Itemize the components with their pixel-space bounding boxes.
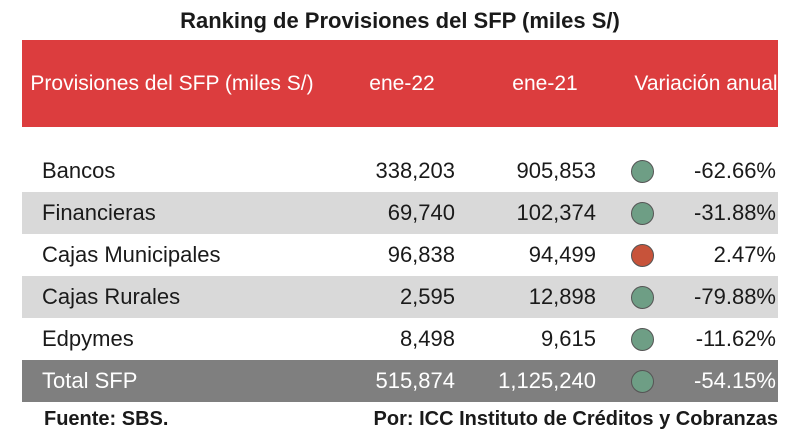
status-indicator-icon	[631, 370, 654, 393]
table-row-edpymes: Edpymes 8,498 9,615 -11.62%	[22, 318, 778, 360]
status-indicator-icon	[631, 160, 654, 183]
row-variation: 2.47%	[713, 242, 776, 267]
table-body: Bancos 338,203 905,853 -62.66% Financier…	[22, 150, 778, 402]
row-value-ene-22: 338,203	[375, 158, 455, 183]
row-variation: -54.15%	[694, 368, 776, 393]
row-variation: -31.88%	[694, 200, 776, 225]
row-value-ene-21: 12,898	[528, 284, 596, 309]
row-variation: -62.66%	[694, 158, 776, 183]
source-note: Fuente: SBS.	[44, 408, 169, 430]
row-value-ene-21: 1,125,240	[498, 368, 596, 393]
table-row-cajas-rurales: Cajas Rurales 2,595 12,898 -79.88%	[22, 276, 778, 318]
header-label: Provisiones del SFP (miles S/)	[30, 71, 314, 95]
row-label: Edpymes	[42, 326, 134, 351]
row-value-ene-21: 905,853	[516, 158, 596, 183]
table-row-financieras: Financieras 69,740 102,374 -31.88%	[22, 192, 778, 234]
row-value-ene-22: 96,838	[387, 242, 455, 267]
row-value-ene-22: 69,740	[387, 200, 455, 225]
row-label: Cajas Rurales	[42, 284, 181, 309]
row-value-ene-21: 102,374	[516, 200, 596, 225]
author-note: Por: ICC Instituto de Créditos y Cobranz…	[373, 408, 778, 430]
row-label: Cajas Municipales	[42, 242, 221, 267]
row-value-ene-22: 2,595	[399, 284, 455, 309]
table-row-cajas-municipales: Cajas Municipales 96,838 94,499 2.47%	[22, 234, 778, 276]
table-title: Ranking de Provisiones del SFP (miles S/…	[180, 8, 620, 33]
row-value-ene-21: 9,615	[540, 326, 596, 351]
table-row-total: Total SFP 515,874 1,125,240 -54.15%	[22, 360, 778, 402]
row-value-ene-22: 515,874	[375, 368, 455, 393]
row-label: Financieras	[42, 200, 156, 225]
status-indicator-icon	[631, 328, 654, 351]
table-header: Provisiones del SFP (miles S/) ene-22 en…	[22, 40, 778, 127]
table-row-bancos: Bancos 338,203 905,853 -62.66%	[22, 150, 778, 192]
header-ene-21: ene-21	[512, 71, 578, 95]
row-value-ene-22: 8,498	[399, 326, 455, 351]
status-indicator-icon	[631, 286, 654, 309]
row-variation: -11.62%	[695, 326, 776, 351]
status-indicator-icon	[631, 244, 654, 267]
row-label: Bancos	[42, 158, 116, 183]
header-variacion-anual: Variación anual	[634, 71, 778, 95]
row-value-ene-21: 94,499	[528, 242, 596, 267]
row-variation: -79.88%	[694, 284, 776, 309]
row-label: Total SFP	[42, 368, 138, 393]
header-ene-22: ene-22	[369, 71, 435, 95]
status-indicator-icon	[631, 202, 654, 225]
